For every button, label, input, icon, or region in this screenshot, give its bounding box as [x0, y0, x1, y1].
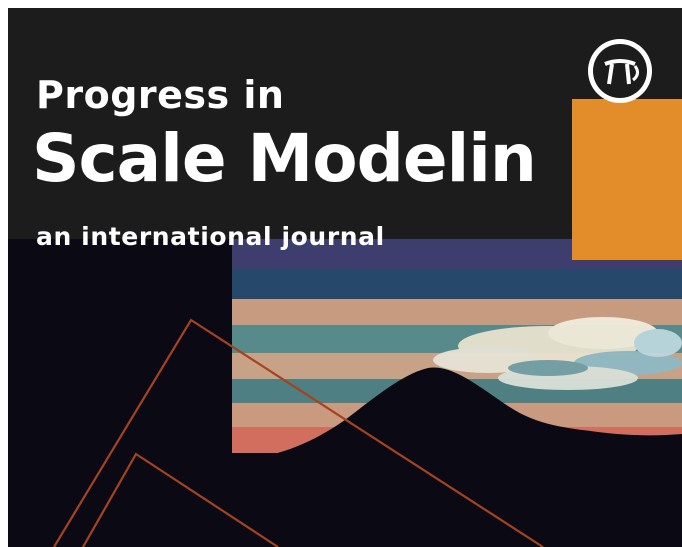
line-art [53, 318, 544, 547]
journal-cover: Progress in Scale Modelin an internation… [8, 8, 682, 547]
journal-subtitle: an international journal [36, 222, 385, 251]
journal-emblem-icon [588, 39, 652, 103]
band-navy [232, 269, 682, 299]
journal-title: Scale Modelin [32, 120, 537, 197]
cloud-formation [433, 317, 682, 390]
journal-series-label: Progress in [36, 73, 285, 117]
orange-accent-block [572, 99, 682, 260]
mountain-silhouette [232, 367, 682, 547]
